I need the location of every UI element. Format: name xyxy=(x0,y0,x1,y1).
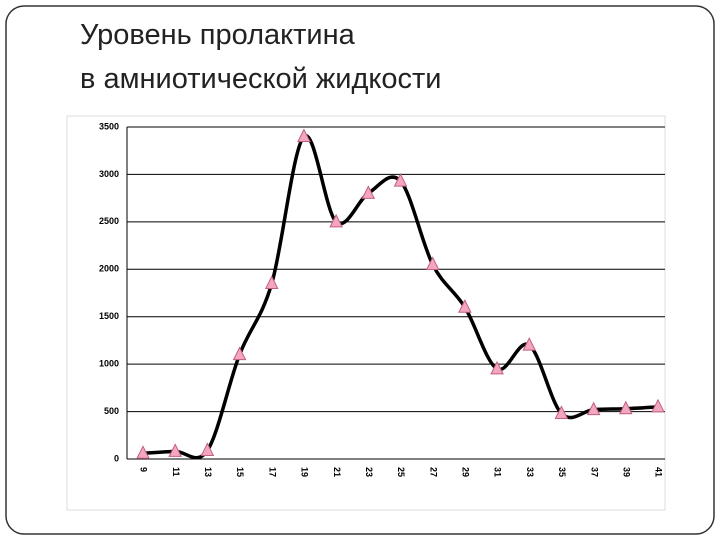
x-tick-label: 29 xyxy=(461,467,471,477)
y-tick-label: 0 xyxy=(114,453,119,463)
x-tick-label: 11 xyxy=(171,467,181,477)
data-marker xyxy=(554,405,569,419)
x-tick-label: 35 xyxy=(557,467,567,477)
x-tick-label: 13 xyxy=(203,467,213,477)
data-marker xyxy=(297,128,311,142)
x-tick-label: 37 xyxy=(589,467,599,477)
data-marker xyxy=(425,256,440,271)
x-tick-label: 27 xyxy=(428,467,438,477)
x-tick-label: 21 xyxy=(332,467,342,477)
data-marker xyxy=(232,346,247,361)
data-marker xyxy=(393,172,408,187)
data-marker xyxy=(458,299,472,313)
y-tick-label: 3000 xyxy=(99,169,119,179)
y-tick-label: 2000 xyxy=(99,264,119,274)
x-tick-label: 31 xyxy=(493,467,503,477)
y-tick-label: 1500 xyxy=(99,311,119,321)
data-marker xyxy=(168,443,182,457)
x-tick-label: 19 xyxy=(300,467,310,477)
y-tick-label: 2500 xyxy=(99,216,119,226)
y-tick-label: 500 xyxy=(104,406,119,416)
slide-frame xyxy=(5,5,715,535)
data-marker xyxy=(329,213,343,228)
title-line: в амниотической жидкости xyxy=(80,63,442,95)
x-tick-label: 15 xyxy=(235,467,245,477)
x-tick-label: 9 xyxy=(139,467,149,472)
x-tick-label: 39 xyxy=(621,467,631,477)
x-tick-label: 17 xyxy=(267,467,277,477)
title-line: Уровень пролактина xyxy=(80,19,356,51)
x-tick-label: 25 xyxy=(396,467,406,477)
data-marker xyxy=(361,185,376,199)
x-tick-label: 23 xyxy=(364,467,374,477)
data-marker xyxy=(136,445,150,459)
data-marker xyxy=(200,442,215,456)
y-tick-label: 1000 xyxy=(99,359,119,369)
x-tick-label: 41 xyxy=(654,467,664,477)
y-tick-label: 3500 xyxy=(99,121,119,131)
chart-area xyxy=(66,115,666,511)
x-tick-label: 33 xyxy=(525,467,535,477)
data-marker xyxy=(264,275,279,290)
data-marker xyxy=(619,400,633,415)
data-marker xyxy=(651,398,665,413)
data-marker xyxy=(522,337,537,351)
data-marker xyxy=(586,401,601,416)
data-marker xyxy=(490,360,504,375)
